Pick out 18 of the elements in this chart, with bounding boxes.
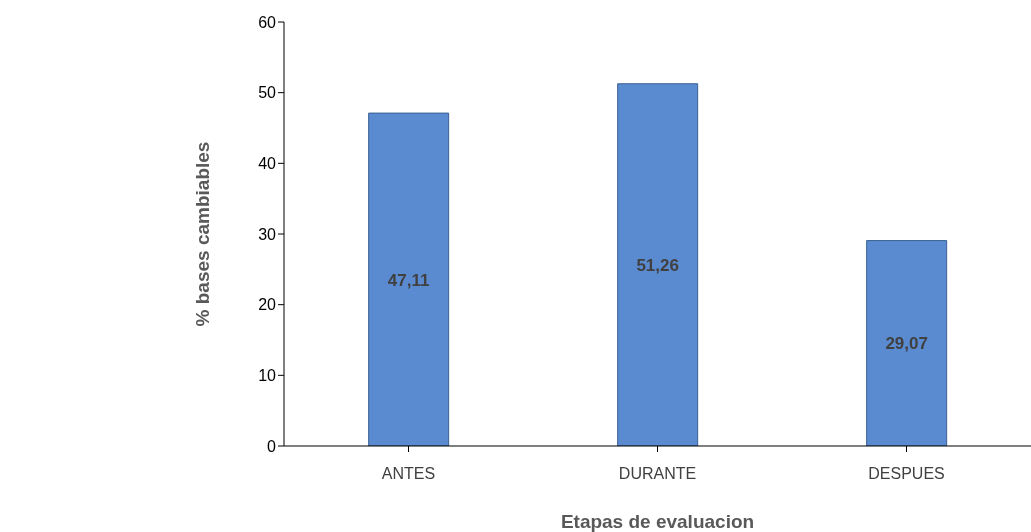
data-label: 47,11 bbox=[387, 270, 430, 290]
bar bbox=[866, 240, 948, 446]
data-label: 51,26 bbox=[636, 255, 679, 275]
x-axis-title: Etapas de evaluacion bbox=[560, 511, 755, 532]
y-tick-label: 30 bbox=[258, 225, 277, 243]
bar bbox=[617, 83, 699, 446]
bar bbox=[368, 112, 450, 446]
data-label: 29,07 bbox=[885, 334, 928, 354]
x-tick-label: DURANTE bbox=[618, 465, 697, 483]
y-tick-label: 40 bbox=[258, 155, 277, 173]
y-tick-label: 20 bbox=[258, 296, 277, 314]
x-tick-label: ANTES bbox=[381, 465, 436, 483]
y-tick-label: 0 bbox=[267, 437, 277, 455]
y-tick-label: 60 bbox=[258, 13, 277, 31]
y-axis-title: % bases cambiables bbox=[191, 141, 213, 327]
y-tick-label: 10 bbox=[258, 367, 277, 385]
x-tick-label: DESPUES bbox=[868, 465, 945, 483]
y-tick-label: 50 bbox=[258, 84, 277, 102]
